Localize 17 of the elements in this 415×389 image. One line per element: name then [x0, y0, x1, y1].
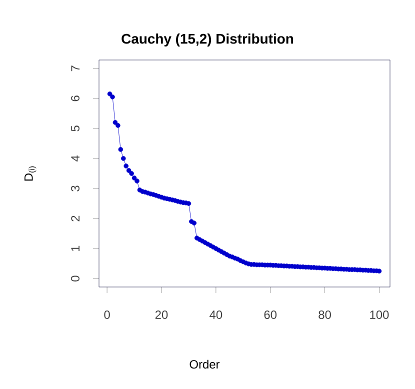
- y-tick-label: 5: [71, 126, 80, 132]
- y-tick-label: 1: [71, 246, 80, 251]
- x-tick-label: 80: [318, 310, 331, 319]
- x-axis-title: Order: [190, 360, 220, 369]
- x-tick-label: 100: [370, 310, 389, 319]
- x-tick-label: 60: [264, 310, 277, 319]
- x-tick-label: 0: [104, 310, 110, 319]
- y-tick-label: 0: [71, 276, 80, 282]
- y-tick-label: 3: [71, 186, 80, 192]
- x-tick-label: 40: [210, 310, 222, 319]
- x-tick-label: 20: [155, 310, 168, 319]
- y-tick-label: 7: [71, 66, 80, 72]
- y-axis-title: D$_{(i)}$: [24, 166, 36, 181]
- y-tick-label: 4: [71, 156, 80, 162]
- chart-title: Cauchy (15,2) Distribution: [122, 33, 294, 46]
- y-tick-label: 2: [71, 216, 80, 222]
- y-tick-label: 6: [71, 96, 80, 102]
